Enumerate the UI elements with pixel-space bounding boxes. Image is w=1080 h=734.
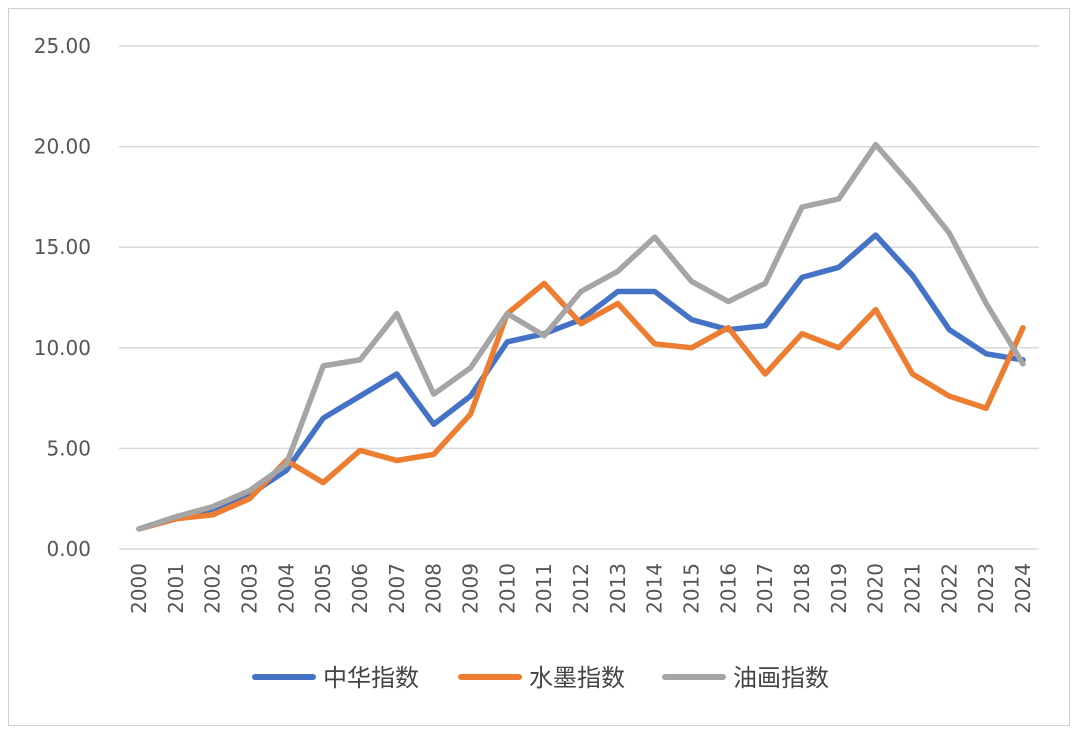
x-tick-label: 2013 <box>606 563 630 614</box>
legend-label: 油画指数 <box>733 664 829 692</box>
x-tick-label: 2012 <box>569 563 593 614</box>
x-tick-label: 2004 <box>274 563 298 614</box>
legend-label: 水墨指数 <box>529 664 625 692</box>
y-tick-label: 5.00 <box>46 436 91 460</box>
y-tick-label: 0.00 <box>46 537 91 561</box>
legend: 中华指数 水墨指数 油画指数 <box>252 664 829 692</box>
x-tick-label: 2008 <box>422 563 446 614</box>
x-tick-label: 2017 <box>753 563 777 614</box>
legend-label: 中华指数 <box>323 664 419 692</box>
y-axis-tick-labels: 0.00 5.00 10.00 15.00 20.00 25.00 <box>34 34 91 561</box>
series-lines <box>136 141 1026 532</box>
x-tick-label: 2024 <box>1011 563 1035 614</box>
x-tick-label: 2005 <box>311 563 335 614</box>
x-tick-label: 2011 <box>532 563 556 614</box>
x-tick-label: 2001 <box>164 563 188 614</box>
y-tick-label: 25.00 <box>34 34 91 58</box>
x-tick-label: 2020 <box>864 563 888 614</box>
x-tick-label: 2015 <box>680 563 704 614</box>
x-tick-label: 2016 <box>716 563 740 614</box>
x-tick-label: 2018 <box>790 563 814 614</box>
x-tick-label: 2003 <box>238 563 262 614</box>
x-tick-label: 2021 <box>901 563 925 614</box>
x-tick-label: 2014 <box>643 563 667 614</box>
x-tick-label: 2023 <box>974 563 998 614</box>
y-tick-label: 20.00 <box>34 135 91 159</box>
x-tick-label: 2009 <box>459 563 483 614</box>
x-tick-label: 2006 <box>348 563 372 614</box>
series-line-2 <box>136 280 1026 532</box>
x-axis-tick-labels: 2000 2001 2002 2003 2004 2005 2006 2007 2008 2009… <box>127 563 1035 614</box>
y-tick-label: 10.00 <box>34 336 91 360</box>
series-line-1 <box>136 232 1026 532</box>
x-tick-label: 2010 <box>495 563 519 614</box>
chart-frame: 0.00 5.00 10.00 15.00 20.00 25.00 2000 2001 200… <box>8 8 1070 726</box>
x-tick-label: 2019 <box>827 563 851 614</box>
x-tick-label: 2022 <box>937 563 961 614</box>
gridlines <box>119 45 1039 550</box>
x-tick-label: 2000 <box>127 563 151 614</box>
x-tick-label: 2002 <box>201 563 225 614</box>
x-tick-label: 2007 <box>385 563 409 614</box>
y-tick-label: 15.00 <box>34 235 91 259</box>
